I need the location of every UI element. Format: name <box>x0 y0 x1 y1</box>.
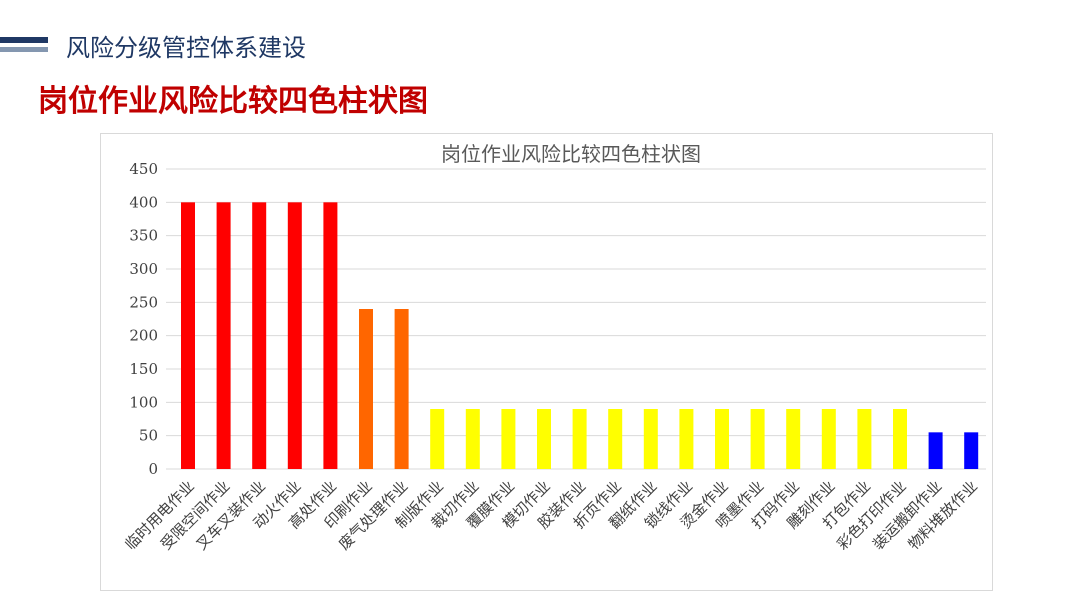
y-tick-label: 50 <box>139 427 158 445</box>
bar-17 <box>750 409 765 469</box>
y-tick-label: 0 <box>148 460 158 478</box>
bar-23 <box>964 432 979 469</box>
bar-14 <box>643 409 658 469</box>
bar-19 <box>821 409 836 469</box>
y-axis-ticks: 0 50 100 150 200 250 300 350 400 450 <box>129 160 158 478</box>
bar-chart: 岗位作业风险比较四色柱状图 0 50 100 150 200 250 300 350 400 45… <box>121 142 986 553</box>
page-title: 岗位作业风险比较四色柱状图 <box>38 84 428 119</box>
bar-9 <box>465 409 480 469</box>
bar-18 <box>786 409 801 469</box>
bar-8 <box>430 409 445 469</box>
x-axis-labels: 临时用电作业受限空间作业叉车叉装作业动火作业高处作业印刷作业废气处理作业制版作业… <box>121 477 981 553</box>
header-accent-bar <box>0 37 48 43</box>
y-tick-label: 400 <box>129 193 158 211</box>
chart-bars <box>181 202 979 469</box>
bar-13 <box>608 409 623 469</box>
bar-1 <box>181 202 195 469</box>
chart-container: 岗位作业风险比较四色柱状图 0 50 100 150 200 250 300 350 400 45… <box>100 133 993 591</box>
bar-20 <box>857 409 872 469</box>
bar-7 <box>394 309 409 469</box>
section-title: 风险分级管控体系建设 <box>66 34 306 62</box>
header-accent-bar-light <box>0 47 48 52</box>
y-tick-label: 150 <box>129 360 158 378</box>
bar-6 <box>359 309 373 469</box>
y-tick-label: 250 <box>129 293 158 311</box>
bar-21 <box>893 409 907 469</box>
bar-2 <box>216 202 231 469</box>
bar-4 <box>287 202 302 469</box>
bar-22 <box>928 432 943 469</box>
chart-title: 岗位作业风险比较四色柱状图 <box>441 142 701 166</box>
y-tick-label: 100 <box>129 393 158 411</box>
bar-16 <box>715 409 729 469</box>
bar-10 <box>501 409 516 469</box>
y-tick-label: 450 <box>129 160 158 178</box>
bar-3 <box>252 202 267 469</box>
bar-5 <box>323 202 338 469</box>
y-tick-label: 300 <box>129 260 158 278</box>
chart-gridlines <box>166 168 986 470</box>
y-tick-label: 350 <box>129 227 158 245</box>
bar-12 <box>572 409 587 469</box>
y-tick-label: 200 <box>129 327 158 345</box>
bar-15 <box>679 409 694 469</box>
bar-11 <box>537 409 551 469</box>
